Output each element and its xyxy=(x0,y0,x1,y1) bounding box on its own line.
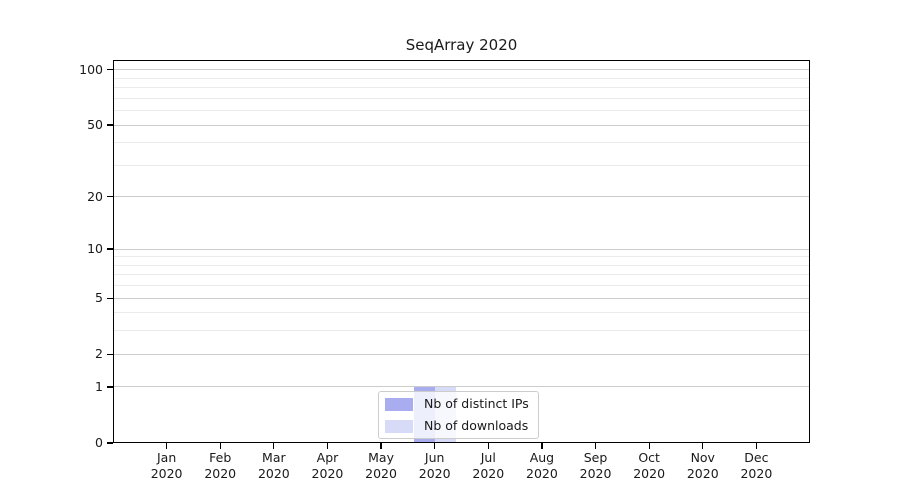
gridline-minor xyxy=(113,77,810,79)
x-axis-tick xyxy=(434,443,436,449)
gridline-minor xyxy=(113,87,810,89)
gridline-major xyxy=(113,124,810,126)
legend-label-nb-of-distinct-ips: Nb of distinct IPs xyxy=(424,396,529,411)
y-tick-label: 0 xyxy=(95,435,103,450)
y-tick-label: 1 xyxy=(95,378,103,394)
gridline-minor xyxy=(113,256,810,258)
gridline-minor xyxy=(113,274,810,276)
y-axis-tick xyxy=(107,69,113,71)
y-axis-tick xyxy=(107,124,113,126)
gridline-minor xyxy=(113,142,810,144)
gridline-major xyxy=(113,297,810,299)
gridline-minor xyxy=(113,330,810,332)
legend-entry-nb-of-distinct-ips: Nb of distinct IPs xyxy=(385,397,529,411)
gridline-major xyxy=(113,353,810,355)
y-axis-tick xyxy=(107,297,113,299)
gridline-major xyxy=(113,69,810,71)
gridline-minor xyxy=(113,110,810,112)
x-axis-tick xyxy=(648,443,650,449)
legend-entry-nb-of-downloads: Nb of downloads xyxy=(385,419,529,433)
legend-swatch-nb-of-distinct-ips xyxy=(385,397,413,411)
x-axis-tick xyxy=(326,443,329,449)
x-tick-label: Nov 2020 xyxy=(686,450,719,481)
x-tick-label: Aug 2020 xyxy=(526,450,558,481)
x-tick-label: Jun 2020 xyxy=(418,450,451,481)
gridline-minor xyxy=(113,264,810,266)
y-tick-label: 20 xyxy=(87,188,103,204)
gridline-minor xyxy=(113,97,810,99)
x-tick-label: Sep 2020 xyxy=(579,450,612,481)
x-tick-label: Jan 2020 xyxy=(150,450,183,481)
y-axis-tick xyxy=(107,442,113,444)
gridline-minor xyxy=(113,312,810,314)
x-tick-label: May 2020 xyxy=(365,450,397,481)
x-axis-tick xyxy=(755,443,757,449)
legend: Nb of distinct IPs Nb of downloads xyxy=(378,391,539,439)
y-tick-label: 100 xyxy=(79,61,103,77)
y-tick-label: 5 xyxy=(95,290,103,306)
y-axis-tick xyxy=(107,196,113,198)
y-tick-label: 50 xyxy=(87,117,103,133)
gridline-minor xyxy=(113,164,810,166)
legend-swatch-nb-of-downloads xyxy=(385,419,413,433)
chart-title: SeqArray 2020 xyxy=(405,36,518,54)
x-tick-label: Dec 2020 xyxy=(740,450,773,481)
x-axis-tick xyxy=(166,443,168,449)
y-tick-label: 10 xyxy=(87,241,103,257)
gridline-major xyxy=(113,248,810,250)
x-tick-label: Oct 2020 xyxy=(633,450,666,481)
x-tick-label: Apr 2020 xyxy=(311,450,344,481)
x-axis-tick xyxy=(487,443,489,449)
x-tick-label: Feb 2020 xyxy=(204,450,237,481)
legend-label-nb-of-downloads: Nb of downloads xyxy=(424,418,529,433)
y-axis-tick xyxy=(107,353,113,355)
gridline-minor xyxy=(113,285,810,287)
y-tick-label: 2 xyxy=(95,346,103,362)
x-axis-tick xyxy=(594,443,597,449)
x-axis-tick xyxy=(273,443,275,449)
x-axis-tick xyxy=(541,443,543,449)
x-axis-tick xyxy=(380,443,382,449)
y-axis-tick xyxy=(107,248,113,250)
gridline-major xyxy=(113,386,810,388)
y-axis-tick xyxy=(107,386,113,388)
x-tick-label: Jul 2020 xyxy=(472,450,505,481)
gridline-major xyxy=(113,196,810,198)
x-axis-tick xyxy=(702,443,704,449)
x-axis-tick xyxy=(219,443,221,449)
x-tick-label: Mar 2020 xyxy=(257,450,290,481)
